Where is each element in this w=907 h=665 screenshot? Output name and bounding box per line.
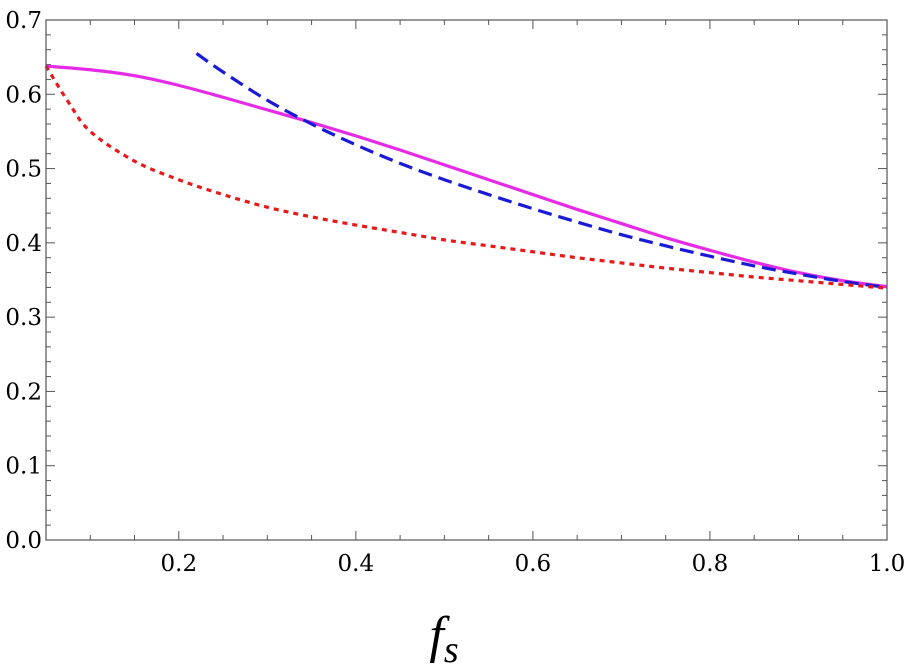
x-tick-label: 1.0: [869, 551, 906, 577]
y-tick-label: 0.2: [5, 379, 42, 405]
x-tick-label: 0.8: [692, 551, 729, 577]
y-tick-label: 0.3: [5, 305, 42, 331]
y-tick-label: 0.6: [5, 82, 42, 108]
series-layer: [44, 52, 888, 290]
series-dashed-blue-line: [195, 52, 888, 290]
x-axis-label: fs: [429, 607, 458, 665]
y-tick-label: 0.1: [5, 454, 42, 480]
x-axis-label-subscript: s: [444, 629, 459, 665]
x-tick-label: 0.4: [338, 551, 375, 577]
tick-labels: 0.2 0.4 0.6 0.8 1.0 0.0 0.1 0.2 0.3 0.4 0.5 0.6 0.7: [5, 8, 905, 577]
x-tick-label: 0.2: [161, 551, 198, 577]
y-tick-label: 0.0: [5, 528, 42, 554]
tick-marks: [45, 19, 888, 541]
x-tick-label: 0.6: [515, 551, 552, 577]
y-tick-label: 0.4: [5, 231, 42, 257]
series-dotted-red-line: [44, 65, 888, 290]
y-tick-label: 0.7: [5, 8, 42, 34]
y-tick-label: 0.5: [5, 157, 42, 183]
series-solid-magenta-line: [45, 64, 888, 289]
plot-frame: [45, 19, 888, 541]
